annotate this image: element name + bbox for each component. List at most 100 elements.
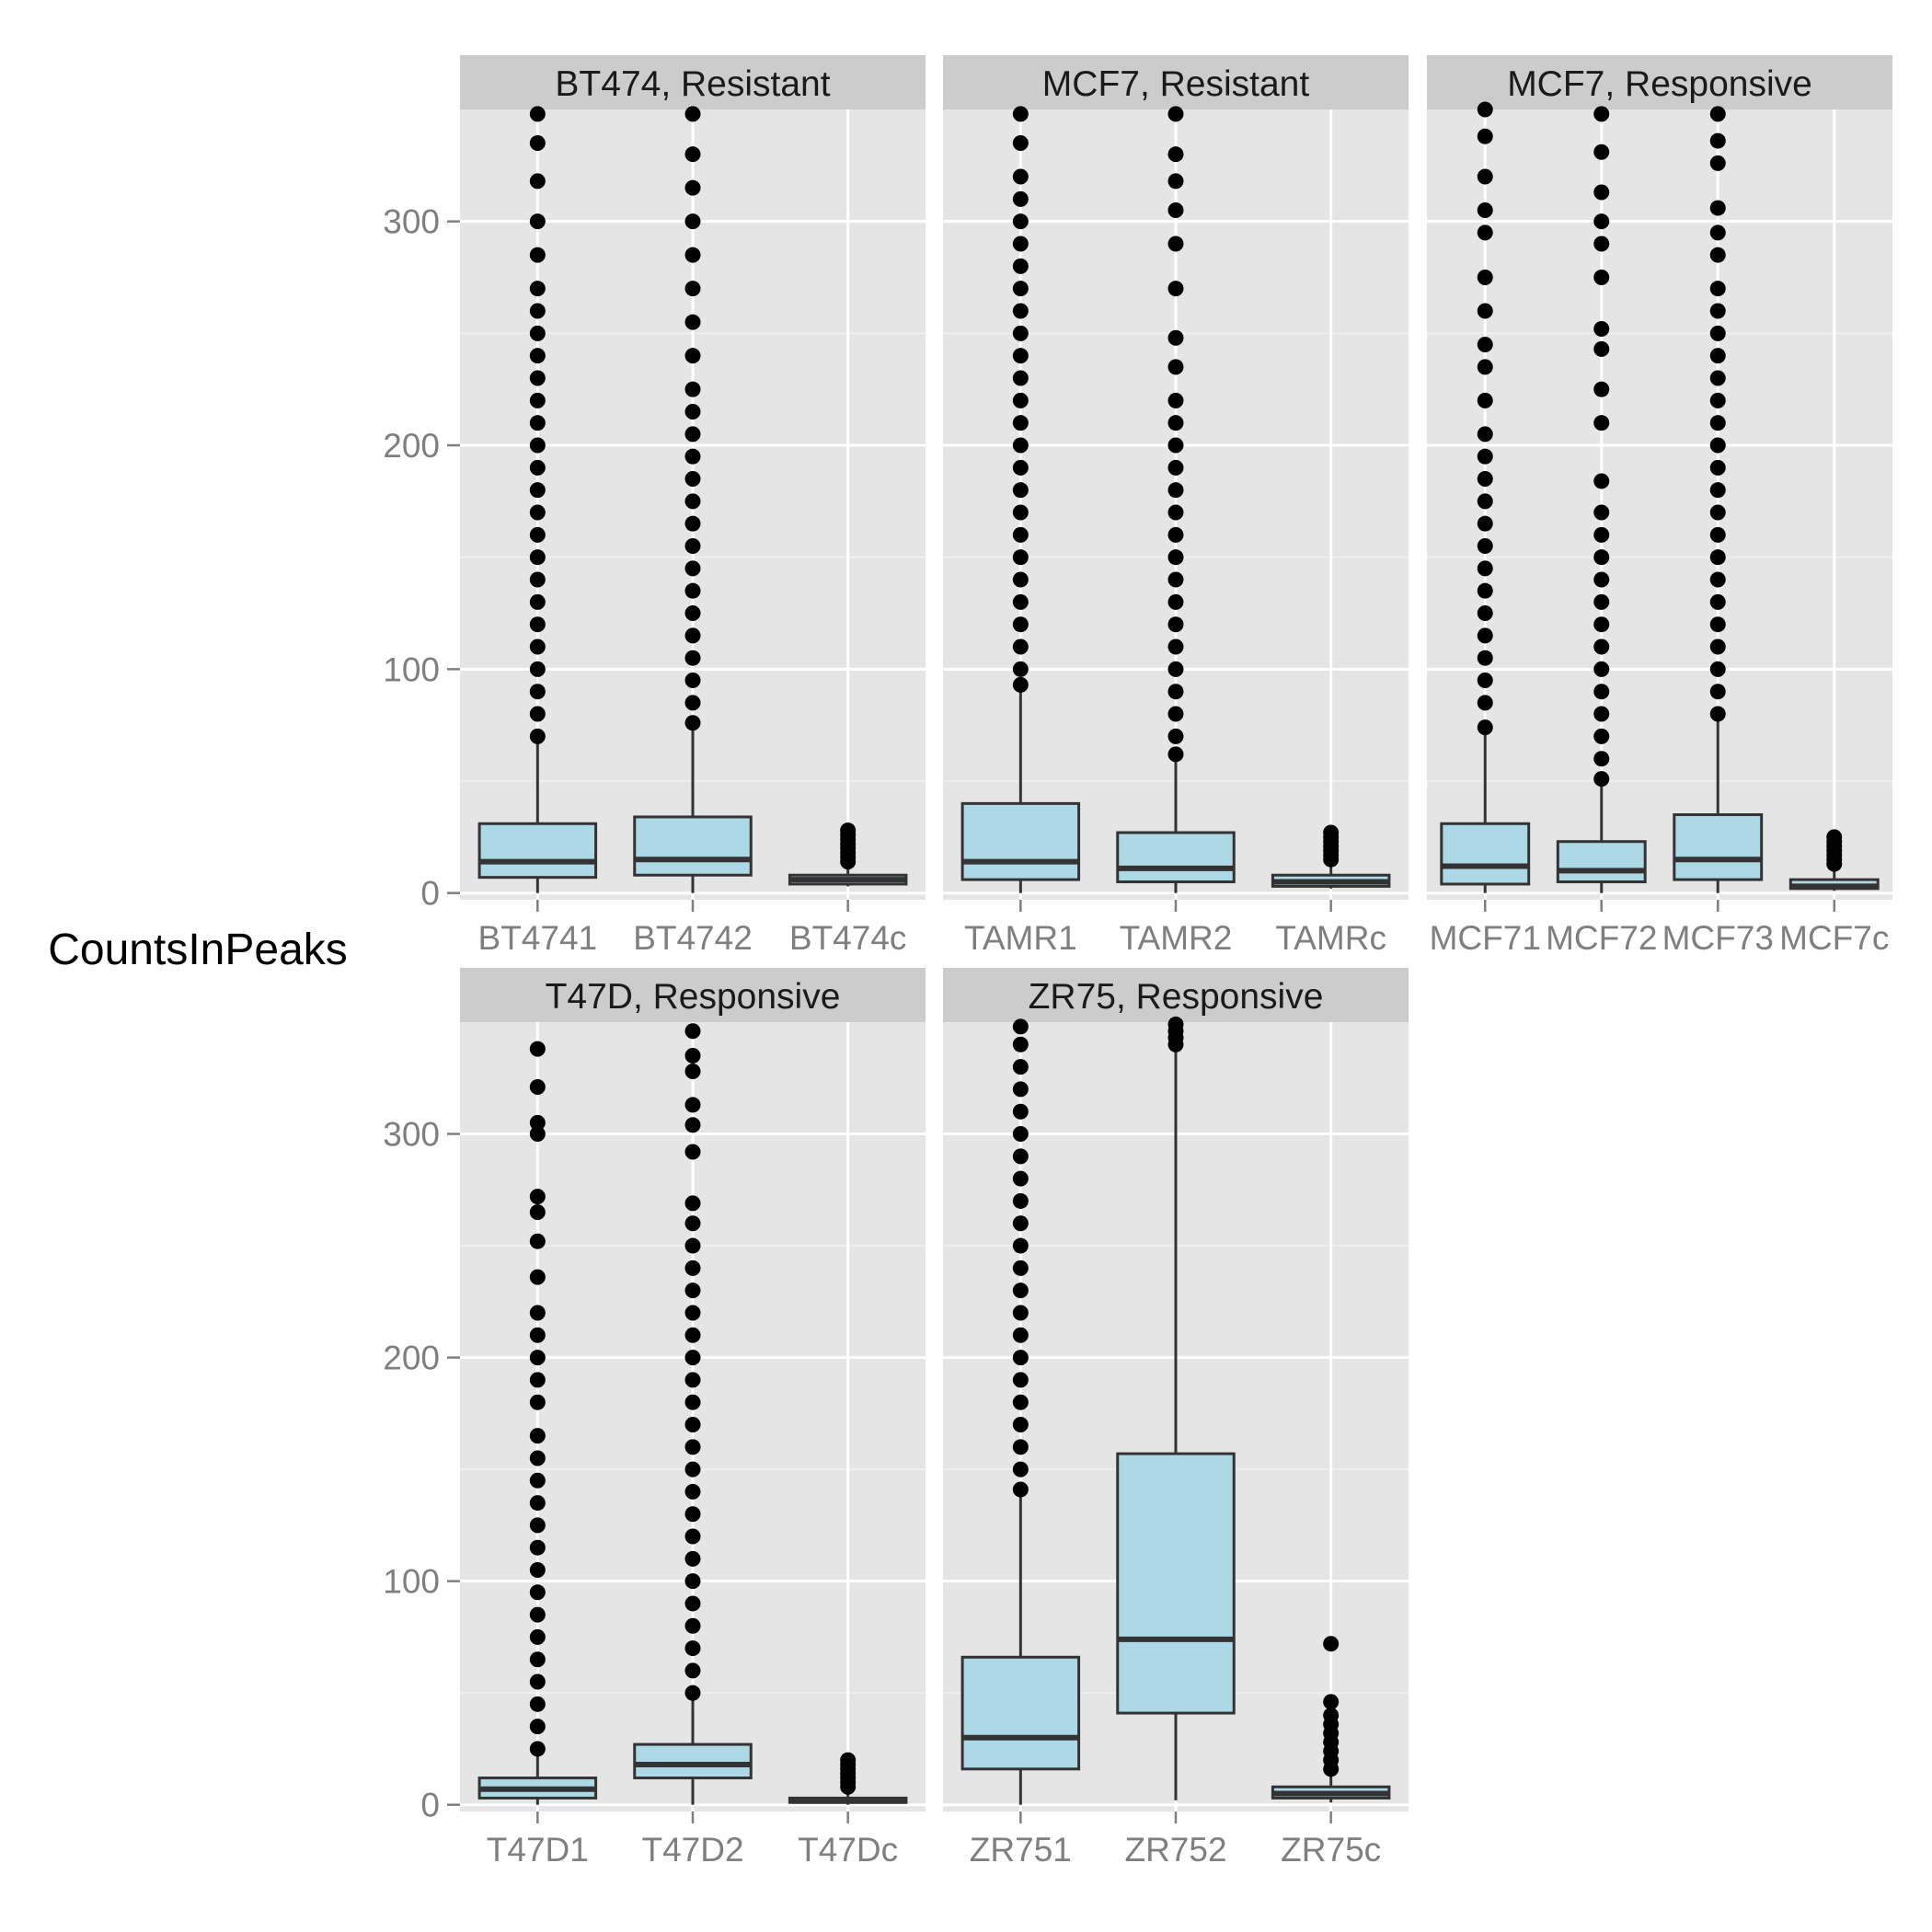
outlier-point (1167, 526, 1184, 543)
outlier-point (684, 146, 701, 163)
y-tick-label: 300 (383, 203, 440, 241)
panel-background (1427, 109, 1892, 900)
outlier-point (1012, 459, 1029, 476)
y-tick-label: 100 (383, 1563, 440, 1601)
outlier-point (529, 1350, 546, 1366)
outlier-point (1709, 706, 1726, 722)
box-mcf72 (1556, 106, 1647, 893)
box-zr75c (1271, 1636, 1391, 1803)
outlier-point (1477, 168, 1493, 185)
outlier-point (1709, 247, 1726, 263)
outlier-point (529, 1269, 546, 1285)
outlier-point (1012, 1282, 1029, 1299)
outlier-point (1323, 1707, 1340, 1723)
outlier-point (1709, 526, 1726, 543)
outlier-point (1709, 661, 1726, 677)
outlier-point (1477, 695, 1493, 711)
outlier-point (1012, 1439, 1029, 1455)
outlier-point (529, 571, 546, 588)
outlier-point (529, 1372, 546, 1388)
outlier-point (1167, 638, 1184, 655)
outlier-point (1593, 616, 1610, 633)
outlier-point (1709, 106, 1726, 122)
outlier-point (1012, 415, 1029, 431)
box-bt4742 (633, 106, 753, 893)
outlier-point (1012, 638, 1029, 655)
outlier-point (1167, 706, 1184, 722)
outlier-point (1709, 549, 1726, 566)
outlier-point (1012, 281, 1029, 297)
outlier-point (1167, 684, 1184, 700)
outlier-point (1012, 168, 1029, 185)
outlier-point (1709, 616, 1726, 633)
outlier-point (1709, 281, 1726, 297)
x-tick-label: ZR751 (970, 1831, 1072, 1869)
outlier-point (1167, 392, 1184, 408)
outlier-point (1593, 661, 1610, 677)
outlier-point (1477, 650, 1493, 666)
outlier-point (684, 1117, 701, 1133)
box-t47d2 (633, 1023, 753, 1805)
outlier-point (1012, 1215, 1029, 1232)
x-tick-label: MCF7c (1779, 919, 1889, 957)
iqr-box (960, 1655, 1081, 1771)
outlier-point (1477, 426, 1493, 443)
outlier-point (1477, 493, 1493, 510)
outlier-point (684, 582, 701, 599)
outlier-point (1323, 824, 1340, 841)
outlier-point (1012, 1305, 1029, 1321)
box-mcf71 (1440, 101, 1531, 893)
outlier-point (1593, 771, 1610, 788)
outlier-point (1593, 415, 1610, 431)
outlier-point (684, 650, 701, 666)
outlier-point (1167, 746, 1184, 763)
outlier-point (1012, 1481, 1029, 1498)
outlier-point (1012, 661, 1029, 677)
box-mcf73 (1673, 106, 1764, 893)
facet-panel: MCF7, Responsive MCF71 MCF72 MCF73 MCF7c (1427, 55, 1892, 957)
outlier-point (529, 1628, 546, 1645)
outlier-point (684, 1506, 701, 1523)
outlier-point (684, 1394, 701, 1410)
outlier-point (529, 1233, 546, 1249)
facet-panel: BT474, Resistant 0 100 200 300 BT4741 BT4742 BT… (383, 55, 926, 957)
outlier-point (684, 627, 701, 644)
outlier-point (529, 370, 546, 386)
outlier-point (684, 448, 701, 465)
iqr-box (1556, 840, 1647, 884)
x-tick-label: T47Dc (798, 1831, 898, 1869)
outlier-point (684, 515, 701, 532)
outlier-point (1167, 236, 1184, 252)
box-tamr2 (1116, 106, 1236, 893)
outlier-point (1167, 202, 1184, 219)
outlier-point (1593, 638, 1610, 655)
x-tick-label: TAMRc (1275, 919, 1386, 957)
y-tick-label: 300 (383, 1116, 440, 1154)
y-axis-label: CountsInPeaks (48, 926, 348, 974)
outlier-point (529, 1394, 546, 1410)
outlier-point (1012, 135, 1029, 152)
outlier-point (1167, 616, 1184, 633)
outlier-point (529, 549, 546, 566)
outlier-point (1593, 381, 1610, 397)
y-tick-label: 200 (383, 1340, 440, 1377)
outlier-point (1012, 676, 1029, 693)
outlier-point (684, 404, 701, 420)
outlier-point (684, 1550, 701, 1567)
outlier-point (1477, 673, 1493, 689)
outlier-point (529, 459, 546, 476)
outlier-point (684, 471, 701, 488)
outlier-point (529, 247, 546, 263)
outlier-point (684, 281, 701, 297)
outlier-point (1477, 101, 1493, 118)
outlier-point (529, 706, 546, 722)
outlier-point (1012, 1237, 1029, 1254)
outlier-point (1593, 473, 1610, 489)
outlier-point (1477, 202, 1493, 219)
outlier-point (529, 1584, 546, 1601)
outlier-point (684, 1063, 701, 1079)
x-tick-label: BT4742 (633, 919, 753, 957)
outlier-point (529, 1327, 546, 1343)
outlier-point (1012, 213, 1029, 230)
outlier-point (1167, 106, 1184, 122)
